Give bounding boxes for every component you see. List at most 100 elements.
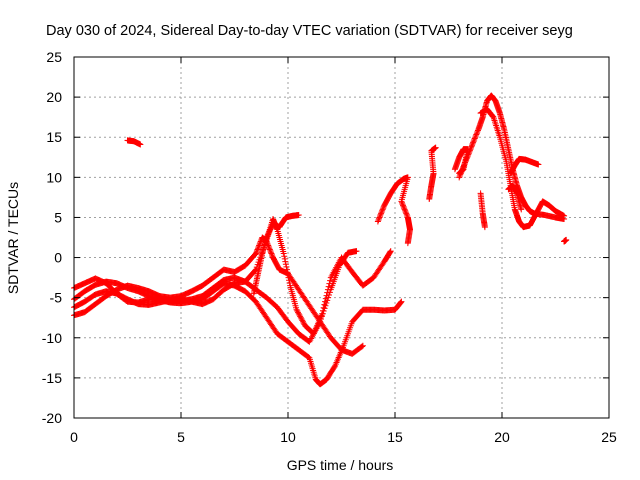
data-point xyxy=(266,246,273,253)
data-series-trace-o xyxy=(561,236,570,245)
data-point xyxy=(400,202,407,209)
data-point xyxy=(378,210,385,217)
data-point xyxy=(319,307,326,314)
data-point xyxy=(255,243,262,250)
data-series-trace-n xyxy=(505,182,525,213)
data-point xyxy=(281,255,288,262)
data-point xyxy=(432,144,439,151)
data-point xyxy=(467,144,474,151)
data-point xyxy=(256,242,263,249)
data-point xyxy=(322,298,329,305)
data-series-trace-i xyxy=(456,92,568,223)
data-point xyxy=(403,210,410,217)
data-series-trace-k xyxy=(451,146,471,177)
data-point xyxy=(299,317,306,324)
data-point xyxy=(252,250,259,257)
data-point xyxy=(470,139,477,146)
data-point xyxy=(387,249,394,256)
data-point xyxy=(398,198,405,205)
data-point xyxy=(268,251,275,258)
data-point xyxy=(518,206,525,213)
data-point xyxy=(327,277,334,284)
data-point xyxy=(295,310,302,317)
y-axis-label: SDTVAR / TECUs xyxy=(5,182,21,294)
y-tick-label: 15 xyxy=(46,129,62,145)
data-point xyxy=(401,206,408,213)
data-point xyxy=(253,249,260,256)
data-point xyxy=(563,236,570,243)
y-tick-label: 0 xyxy=(54,250,62,266)
data-point xyxy=(473,130,480,137)
data-series-trace-e xyxy=(250,212,302,297)
data-point xyxy=(254,246,261,253)
data-point xyxy=(401,205,408,212)
data-point xyxy=(283,263,290,270)
data-point xyxy=(282,261,289,268)
y-tick-label: -15 xyxy=(42,370,62,386)
y-tick-label: 5 xyxy=(54,209,62,225)
axis-ticks: 0 5 10 15 20 25 -20 -15 -10 -5 0 5 10 15 20 25 xyxy=(42,49,617,445)
data-point xyxy=(359,343,366,350)
x-tick-label: 20 xyxy=(494,429,510,445)
data-point xyxy=(379,206,386,213)
data-point xyxy=(296,312,303,319)
data-point xyxy=(294,309,301,316)
data-point xyxy=(137,141,144,148)
x-tick-label: 5 xyxy=(177,429,185,445)
data-point xyxy=(402,207,409,214)
data-point xyxy=(378,209,385,216)
data-point xyxy=(474,128,481,135)
x-tick-label: 25 xyxy=(601,429,617,445)
data-point xyxy=(400,203,407,210)
data-point xyxy=(379,207,386,214)
data-point xyxy=(297,313,304,320)
data-point xyxy=(293,306,300,313)
data-point xyxy=(267,249,274,256)
data-point xyxy=(377,213,384,220)
data-point xyxy=(322,295,329,302)
data-point xyxy=(377,211,384,218)
data-point xyxy=(320,304,327,311)
data-point xyxy=(403,211,410,218)
data-point xyxy=(561,212,568,219)
data-point xyxy=(535,161,542,168)
data-point xyxy=(397,299,404,306)
x-tick-label: 10 xyxy=(280,429,296,445)
data-point xyxy=(398,298,405,305)
data-point xyxy=(267,247,274,254)
data-point xyxy=(281,253,288,260)
data-point xyxy=(472,132,479,139)
data-point xyxy=(380,205,387,212)
data-point xyxy=(331,363,338,370)
data-point xyxy=(402,209,409,216)
data-point xyxy=(266,245,273,252)
data-point xyxy=(321,301,328,308)
data-point xyxy=(359,342,366,349)
data-series-trace-g xyxy=(374,174,413,247)
data-point xyxy=(469,140,476,147)
data-point xyxy=(295,212,302,219)
data-point xyxy=(468,143,475,150)
data-point xyxy=(489,112,496,119)
data-point xyxy=(473,131,480,138)
data-series-trace-a xyxy=(71,275,405,388)
data-point xyxy=(298,316,305,323)
y-tick-label: -10 xyxy=(42,330,62,346)
y-tick-label: -20 xyxy=(42,410,62,426)
data-series-trace-j xyxy=(477,106,568,231)
x-axis-label: GPS time / hours xyxy=(287,457,394,473)
data-point xyxy=(353,248,360,255)
data-point xyxy=(323,292,330,299)
data-series-trace-l xyxy=(477,190,488,231)
data-point xyxy=(294,308,301,315)
data-point xyxy=(326,280,333,287)
data-series-trace-f xyxy=(124,137,144,148)
data-point xyxy=(280,250,287,257)
data-point xyxy=(456,170,463,177)
data-point xyxy=(376,214,383,221)
data-point xyxy=(375,217,382,224)
data-point xyxy=(397,300,404,307)
data-point xyxy=(253,247,260,254)
grid-lines xyxy=(74,57,609,418)
